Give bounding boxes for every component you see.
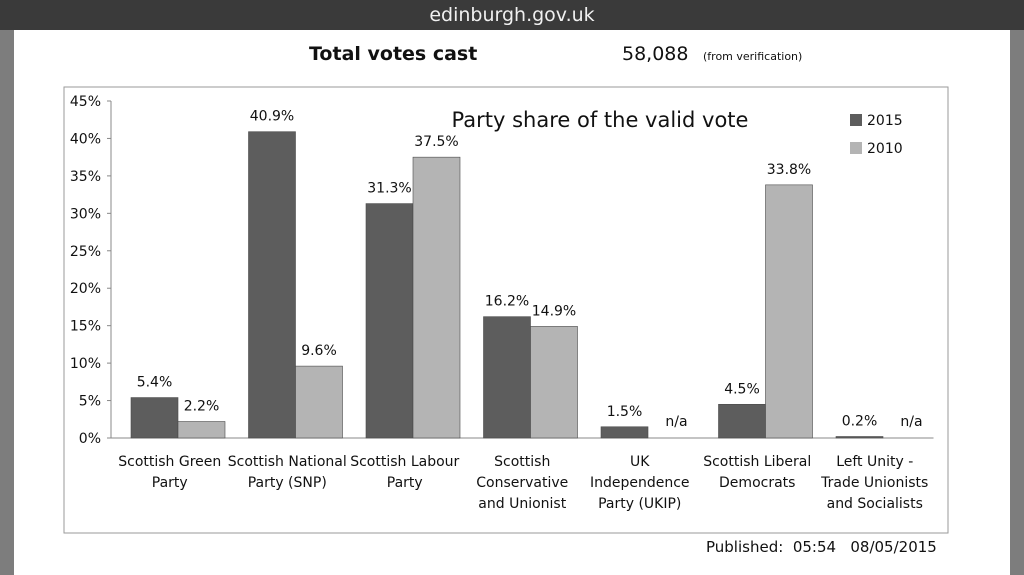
bar-2015 bbox=[483, 316, 531, 439]
y-tick-label: 45% bbox=[70, 94, 101, 110]
y-tick-label: 40% bbox=[70, 131, 101, 147]
bar-2015 bbox=[835, 436, 884, 439]
data-label-2010: 14.9% bbox=[532, 303, 576, 319]
bar-2010 bbox=[177, 421, 226, 439]
category-label: Scottish Labour Party bbox=[350, 454, 459, 491]
total-votes-note: (from verification) bbox=[703, 50, 803, 63]
y-tick-label: 15% bbox=[70, 319, 101, 335]
bar-2015 bbox=[130, 397, 179, 439]
party-share-chart: Party share of the valid vote 0% 5% 10% 15%… bbox=[63, 86, 949, 534]
data-label-2015: 1.5% bbox=[607, 404, 643, 420]
total-votes-label: Total votes cast bbox=[309, 43, 478, 65]
category-label: UK Independence Party (UKIP) bbox=[590, 454, 690, 512]
y-tick-label: 30% bbox=[70, 206, 101, 222]
bar-2015 bbox=[718, 403, 766, 439]
legend-swatch-2010 bbox=[850, 142, 862, 154]
bar-2010 bbox=[412, 156, 461, 439]
y-tick-label: 35% bbox=[70, 169, 101, 185]
data-label-2010-na: n/a bbox=[665, 414, 687, 430]
legend-label-2015: 2015 bbox=[867, 113, 903, 129]
bar-2015 bbox=[248, 131, 296, 439]
data-label-2010: 37.5% bbox=[414, 134, 458, 150]
y-tick-label: 10% bbox=[70, 356, 101, 372]
category-label: Scottish Liberal Democrats bbox=[703, 454, 811, 491]
published-time: 05:54 bbox=[792, 538, 837, 556]
y-tick-label: 25% bbox=[70, 244, 101, 260]
data-label-2010: 33.8% bbox=[767, 162, 811, 178]
published-date: 08/05/2015 bbox=[850, 538, 937, 556]
bar-2010 bbox=[530, 326, 578, 439]
published-label: Published: bbox=[706, 538, 784, 556]
bar-2015 bbox=[365, 203, 414, 439]
y-tick-label: 5% bbox=[79, 394, 101, 410]
right-margin-bar bbox=[1010, 30, 1024, 575]
category-label: Scottish National Party (SNP) bbox=[228, 454, 347, 491]
legend-swatch-2015 bbox=[850, 114, 862, 126]
y-tick-label: 0% bbox=[79, 431, 101, 447]
chart-title: Party share of the valid vote bbox=[452, 108, 749, 132]
total-votes-value: 58,088 bbox=[622, 43, 689, 65]
bar-2010 bbox=[765, 184, 813, 439]
category-label: Scottish Conservative and Unionist bbox=[476, 454, 568, 512]
data-label-2015: 4.5% bbox=[724, 381, 760, 397]
left-margin-bar bbox=[0, 30, 14, 575]
data-label-2015: 5.4% bbox=[137, 375, 173, 391]
site-url-bar: edinburgh.gov.uk bbox=[0, 0, 1024, 30]
data-label-2015: 31.3% bbox=[367, 181, 411, 197]
published-line: Published: 05:54 08/05/2015 bbox=[706, 538, 937, 556]
data-label-2015: 40.9% bbox=[250, 109, 294, 125]
y-tick-label: 20% bbox=[70, 281, 101, 297]
bar-2015 bbox=[600, 426, 649, 439]
chart-border bbox=[63, 86, 949, 534]
category-label: Scottish Green Party bbox=[118, 454, 221, 491]
data-label-2010: 2.2% bbox=[184, 399, 220, 415]
data-label-2015: 16.2% bbox=[485, 294, 529, 310]
results-panel: Total votes cast 58,088 (from verificati… bbox=[14, 30, 1010, 575]
legend-label-2010: 2010 bbox=[867, 141, 903, 157]
data-label-2010-na: n/a bbox=[900, 414, 922, 430]
data-label-2010: 9.6% bbox=[301, 343, 337, 359]
site-url: edinburgh.gov.uk bbox=[429, 4, 595, 26]
bar-2010 bbox=[295, 365, 343, 439]
category-label: Left Unity -Trade Unionists and Socialist… bbox=[820, 454, 928, 512]
data-label-2015: 0.2% bbox=[842, 414, 878, 430]
